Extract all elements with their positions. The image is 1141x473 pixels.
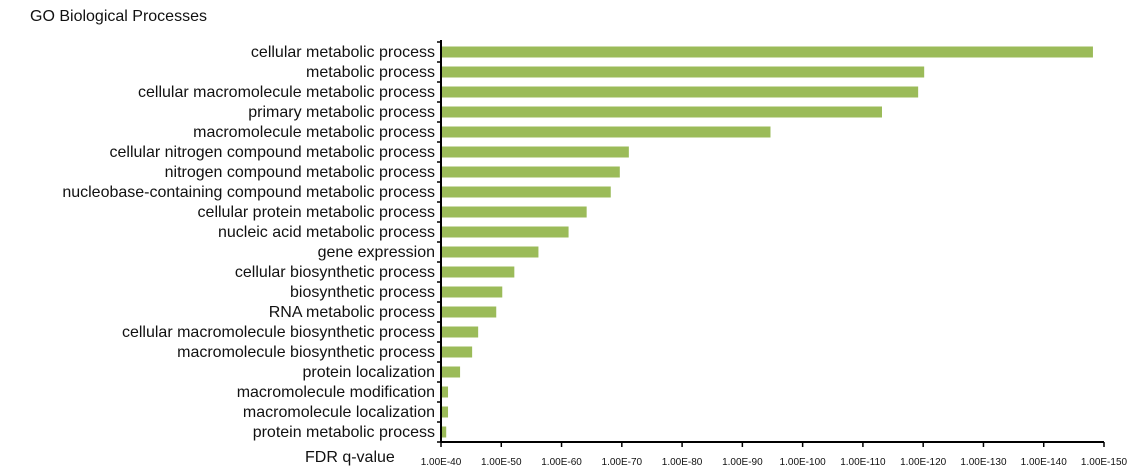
bar	[442, 66, 925, 78]
bar	[442, 166, 620, 178]
x-tick-label: 1.00E-100	[780, 457, 827, 468]
bar	[442, 146, 629, 158]
bar	[442, 306, 497, 318]
category-label: cellular nitrogen compound metabolic pro…	[109, 144, 435, 161]
category-label: RNA metabolic process	[269, 304, 435, 321]
bar	[442, 386, 449, 398]
category-label: nitrogen compound metabolic process	[165, 164, 435, 181]
bar	[442, 366, 461, 378]
category-label: cellular biosynthetic process	[235, 264, 435, 281]
category-label: metabolic process	[306, 64, 435, 81]
bar	[442, 226, 569, 238]
bar	[442, 206, 587, 218]
x-tick-label: 1.00E-80	[662, 457, 703, 468]
bar	[442, 426, 447, 438]
x-axis-label: FDR q-value	[305, 449, 395, 466]
x-tick-label: 1.00E-140	[1021, 457, 1068, 468]
category-label: nucleobase-containing compound metabolic…	[62, 184, 435, 201]
bar	[442, 46, 1093, 58]
bar	[442, 286, 503, 298]
category-label: primary metabolic process	[248, 104, 435, 121]
x-tick-label: 1.00E-130	[960, 457, 1007, 468]
category-label: macromolecule biosynthetic process	[177, 344, 435, 361]
x-tick-label: 1.00E-40	[421, 457, 462, 468]
category-label: macromolecule metabolic process	[193, 124, 435, 141]
category-label: protein localization	[302, 364, 435, 381]
bar	[442, 126, 771, 138]
x-tick-label: 1.00E-110	[840, 457, 886, 468]
bar	[442, 406, 449, 418]
x-tick-label: 1.00E-90	[722, 457, 763, 468]
x-tick-label: 1.00E-150	[1081, 457, 1128, 468]
category-label: cellular macromolecule metabolic process	[138, 84, 435, 101]
bar	[442, 186, 611, 198]
category-label: protein metabolic process	[253, 424, 435, 441]
chart-title: GO Biological Processes	[30, 8, 207, 25]
x-tick-label: 1.00E-50	[481, 457, 522, 468]
category-label: biosynthetic process	[290, 284, 435, 301]
category-label: gene expression	[318, 244, 435, 261]
category-label: macromolecule modification	[237, 384, 435, 401]
category-label: cellular metabolic process	[251, 44, 435, 61]
bar	[442, 86, 919, 98]
x-tick-label: 1.00E-60	[541, 457, 582, 468]
bar	[442, 266, 515, 278]
bar	[442, 246, 539, 258]
bar	[442, 346, 473, 358]
category-label: cellular protein metabolic process	[198, 204, 435, 221]
category-label: macromolecule localization	[243, 404, 435, 421]
category-label: cellular macromolecule biosynthetic proc…	[122, 324, 435, 341]
bar	[442, 106, 882, 118]
category-label: nucleic acid metabolic process	[218, 224, 435, 241]
x-tick-label: 1.00E-120	[900, 457, 947, 468]
bar	[442, 326, 479, 338]
x-tick-label: 1.00E-70	[602, 457, 643, 468]
